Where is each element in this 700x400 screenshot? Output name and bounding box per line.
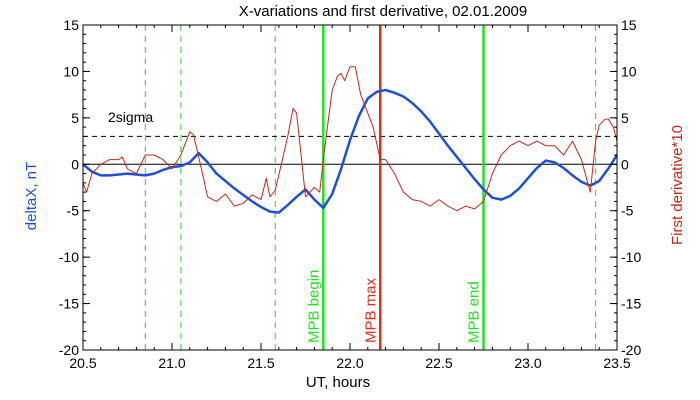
chart-title: X-variations and first derivative, 02.01… bbox=[239, 3, 528, 20]
x-tick-label: 22.5 bbox=[425, 355, 452, 371]
marker-label: MPB end bbox=[466, 281, 483, 343]
y-tick-label-left: 10 bbox=[63, 63, 79, 79]
y-tick-label-right: 0 bbox=[621, 156, 629, 172]
x-tick-label: 23.0 bbox=[514, 355, 541, 371]
x-tick-label: 20.5 bbox=[69, 355, 96, 371]
marker-labels: MPB begin MPB max MPB end bbox=[305, 270, 482, 343]
y-axis-label-right: First derivative*10 bbox=[669, 125, 686, 245]
series-deltaX bbox=[82, 88, 619, 214]
y-tick-label-left: 0 bbox=[71, 156, 79, 172]
axis-ticks: 20.5 21.0 21.5 22.0 22.5 23.0 23.5-20 -20-15 -15… bbox=[59, 17, 642, 371]
series-derivative bbox=[82, 66, 618, 212]
y-tick-label-left: -15 bbox=[59, 296, 79, 312]
x-axis-label: UT, hours bbox=[306, 374, 370, 391]
two-sigma-label: 2sigma bbox=[108, 109, 153, 125]
x-tick-label: 21.0 bbox=[158, 355, 185, 371]
axes-frame bbox=[82, 24, 618, 351]
marker-label: MPB max bbox=[362, 277, 379, 343]
plot-frame bbox=[82, 24, 618, 351]
y-tick-label-right: -10 bbox=[621, 249, 641, 265]
y-tick-label-left: -10 bbox=[59, 249, 79, 265]
y-tick-label-right: 15 bbox=[621, 17, 637, 33]
y-tick-label-left: -20 bbox=[59, 342, 79, 358]
y-tick-label-right: -20 bbox=[621, 342, 641, 358]
y-tick-label-left: 5 bbox=[71, 110, 79, 126]
y-tick-label-left: 15 bbox=[63, 17, 79, 33]
x-tick-label: 21.5 bbox=[247, 355, 274, 371]
y-tick-label-right: -15 bbox=[621, 296, 641, 312]
y-tick-label-right: 5 bbox=[621, 110, 629, 126]
x-tick-label: 22.0 bbox=[336, 355, 363, 371]
y-tick-label-left: -5 bbox=[67, 203, 80, 219]
y-tick-label-right: 10 bbox=[621, 63, 637, 79]
y-axis-label-left: deltaX, nT bbox=[23, 162, 40, 230]
marker-label: MPB begin bbox=[305, 270, 322, 343]
x-tick-label: 23.5 bbox=[603, 355, 630, 371]
plot-area bbox=[82, 25, 619, 350]
y-tick-label-right: -5 bbox=[621, 203, 634, 219]
